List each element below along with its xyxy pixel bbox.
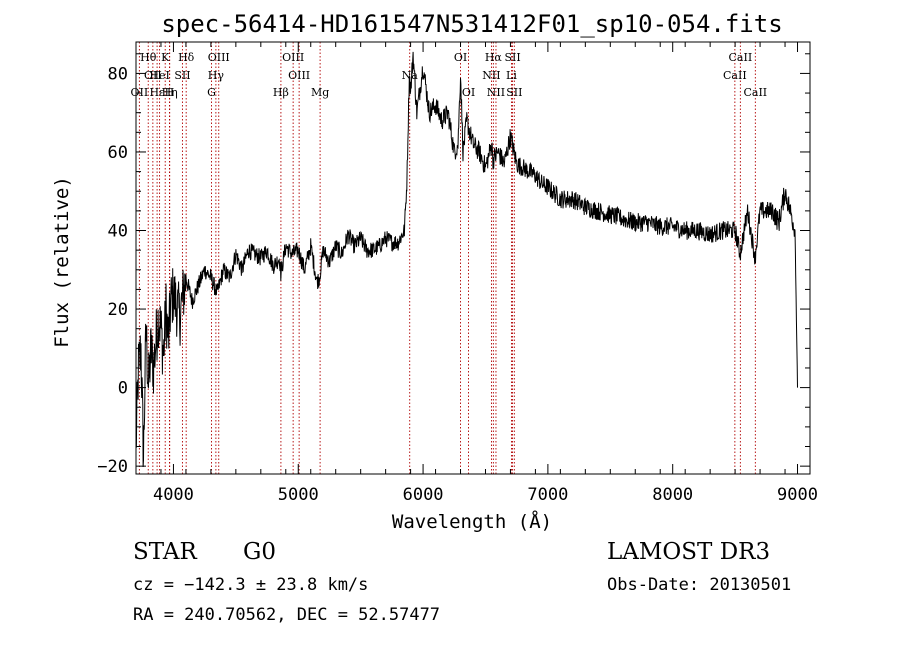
x-tick-label-2: 6000 (403, 485, 444, 505)
line-label-22: NII (482, 69, 500, 82)
object-subclass-label: G0 (243, 539, 276, 565)
y-tick-label-5: 80 (108, 64, 128, 84)
line-label-1: OII (144, 69, 162, 82)
spectrum-series (135, 51, 798, 468)
line-label-7: SII (174, 69, 190, 82)
line-label-20: Hα (485, 51, 503, 64)
line-label-19: OI (462, 86, 475, 99)
y-tick-label-1: 0 (118, 379, 128, 399)
x-tick-label-1: 5000 (278, 485, 319, 505)
line-label-6: Hη (162, 86, 178, 99)
line-label-3: Hε (149, 86, 165, 99)
line-label-5: HeI (149, 69, 169, 82)
line-label-21: SII (504, 51, 520, 64)
survey-label: LAMOST DR3 (607, 539, 770, 565)
spectral-line-markers (138, 42, 756, 474)
line-label-15: Hβ (273, 86, 289, 99)
redshift-text: cz = −142.3 ± 23.8 km/s (133, 575, 368, 595)
line-label-0: Hθ (140, 51, 157, 64)
line-label-11: Hγ (208, 69, 225, 82)
line-label-25: SII (506, 86, 522, 99)
line-label-23: Li (506, 69, 517, 82)
radec-text: RA = 240.70562, DEC = 52.57477 (133, 605, 440, 625)
x-axis-label: Wavelength (Å) (392, 510, 552, 533)
y-axis-label: Flux (relative) (51, 176, 73, 348)
line-label-16: Mg (311, 86, 329, 99)
line-label-12: G (207, 86, 216, 99)
obs-date-text: Obs-Date: 20130501 (607, 575, 791, 595)
x-tick-label-0: 4000 (153, 485, 194, 505)
y-tick-label-4: 60 (108, 143, 128, 163)
spectrum-line-0 (135, 51, 798, 468)
line-label-27: CaII (723, 69, 747, 82)
y-axis-ticks: −20 0 20 40 60 80 (97, 53, 810, 477)
y-tick-label-2: 20 (108, 300, 128, 320)
line-label-8: H (165, 86, 175, 99)
plot-frame (135, 41, 811, 475)
y-tick-label-0: −20 (97, 457, 128, 477)
line-label-2: OII (131, 86, 149, 99)
line-label-9: Hδ (178, 51, 195, 64)
x-tick-label-5: 9000 (777, 485, 818, 505)
line-label-18: OI (454, 51, 467, 64)
x-tick-label-3: 7000 (527, 485, 568, 505)
x-tick-label-4: 8000 (652, 485, 693, 505)
line-label-26: CaII (729, 51, 753, 64)
line-label-13: OIII (282, 51, 304, 64)
y-tick-label-3: 40 (108, 222, 128, 242)
chart-title: spec-56414-HD161547N531412F01_sp10-054.f… (161, 10, 782, 38)
line-label-28: CaII (743, 86, 767, 99)
x-axis-ticks: 4000 5000 6000 7000 8000 9000 (135, 42, 818, 505)
line-label-24: NII (487, 86, 505, 99)
line-label-17: Na (402, 69, 419, 82)
object-class-label: STAR (133, 539, 197, 565)
line-label-4: K (161, 51, 170, 64)
line-label-10: OIII (208, 51, 230, 64)
line-label-14: OIII (288, 69, 310, 82)
